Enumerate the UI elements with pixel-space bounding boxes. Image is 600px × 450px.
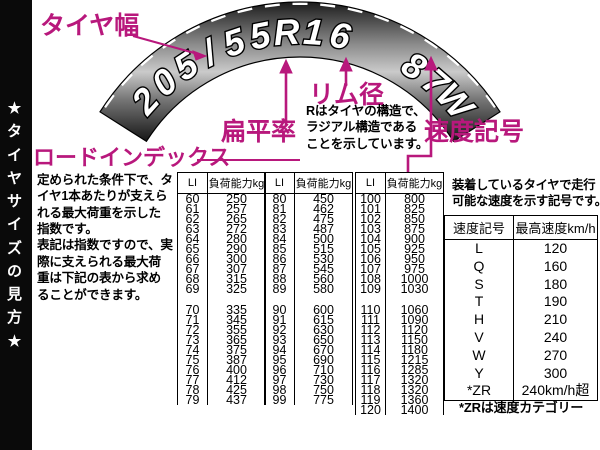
svg-text:扁平率: 扁平率 xyxy=(221,117,296,146)
svg-text:1: 1 xyxy=(302,11,325,53)
svg-text:速度記号: 速度記号 xyxy=(424,117,524,146)
svg-text:ロードインデックス: ロードインデックス xyxy=(33,145,230,170)
svg-text:タイヤ幅: タイヤ幅 xyxy=(40,12,139,40)
svg-text:R: R xyxy=(272,11,301,54)
